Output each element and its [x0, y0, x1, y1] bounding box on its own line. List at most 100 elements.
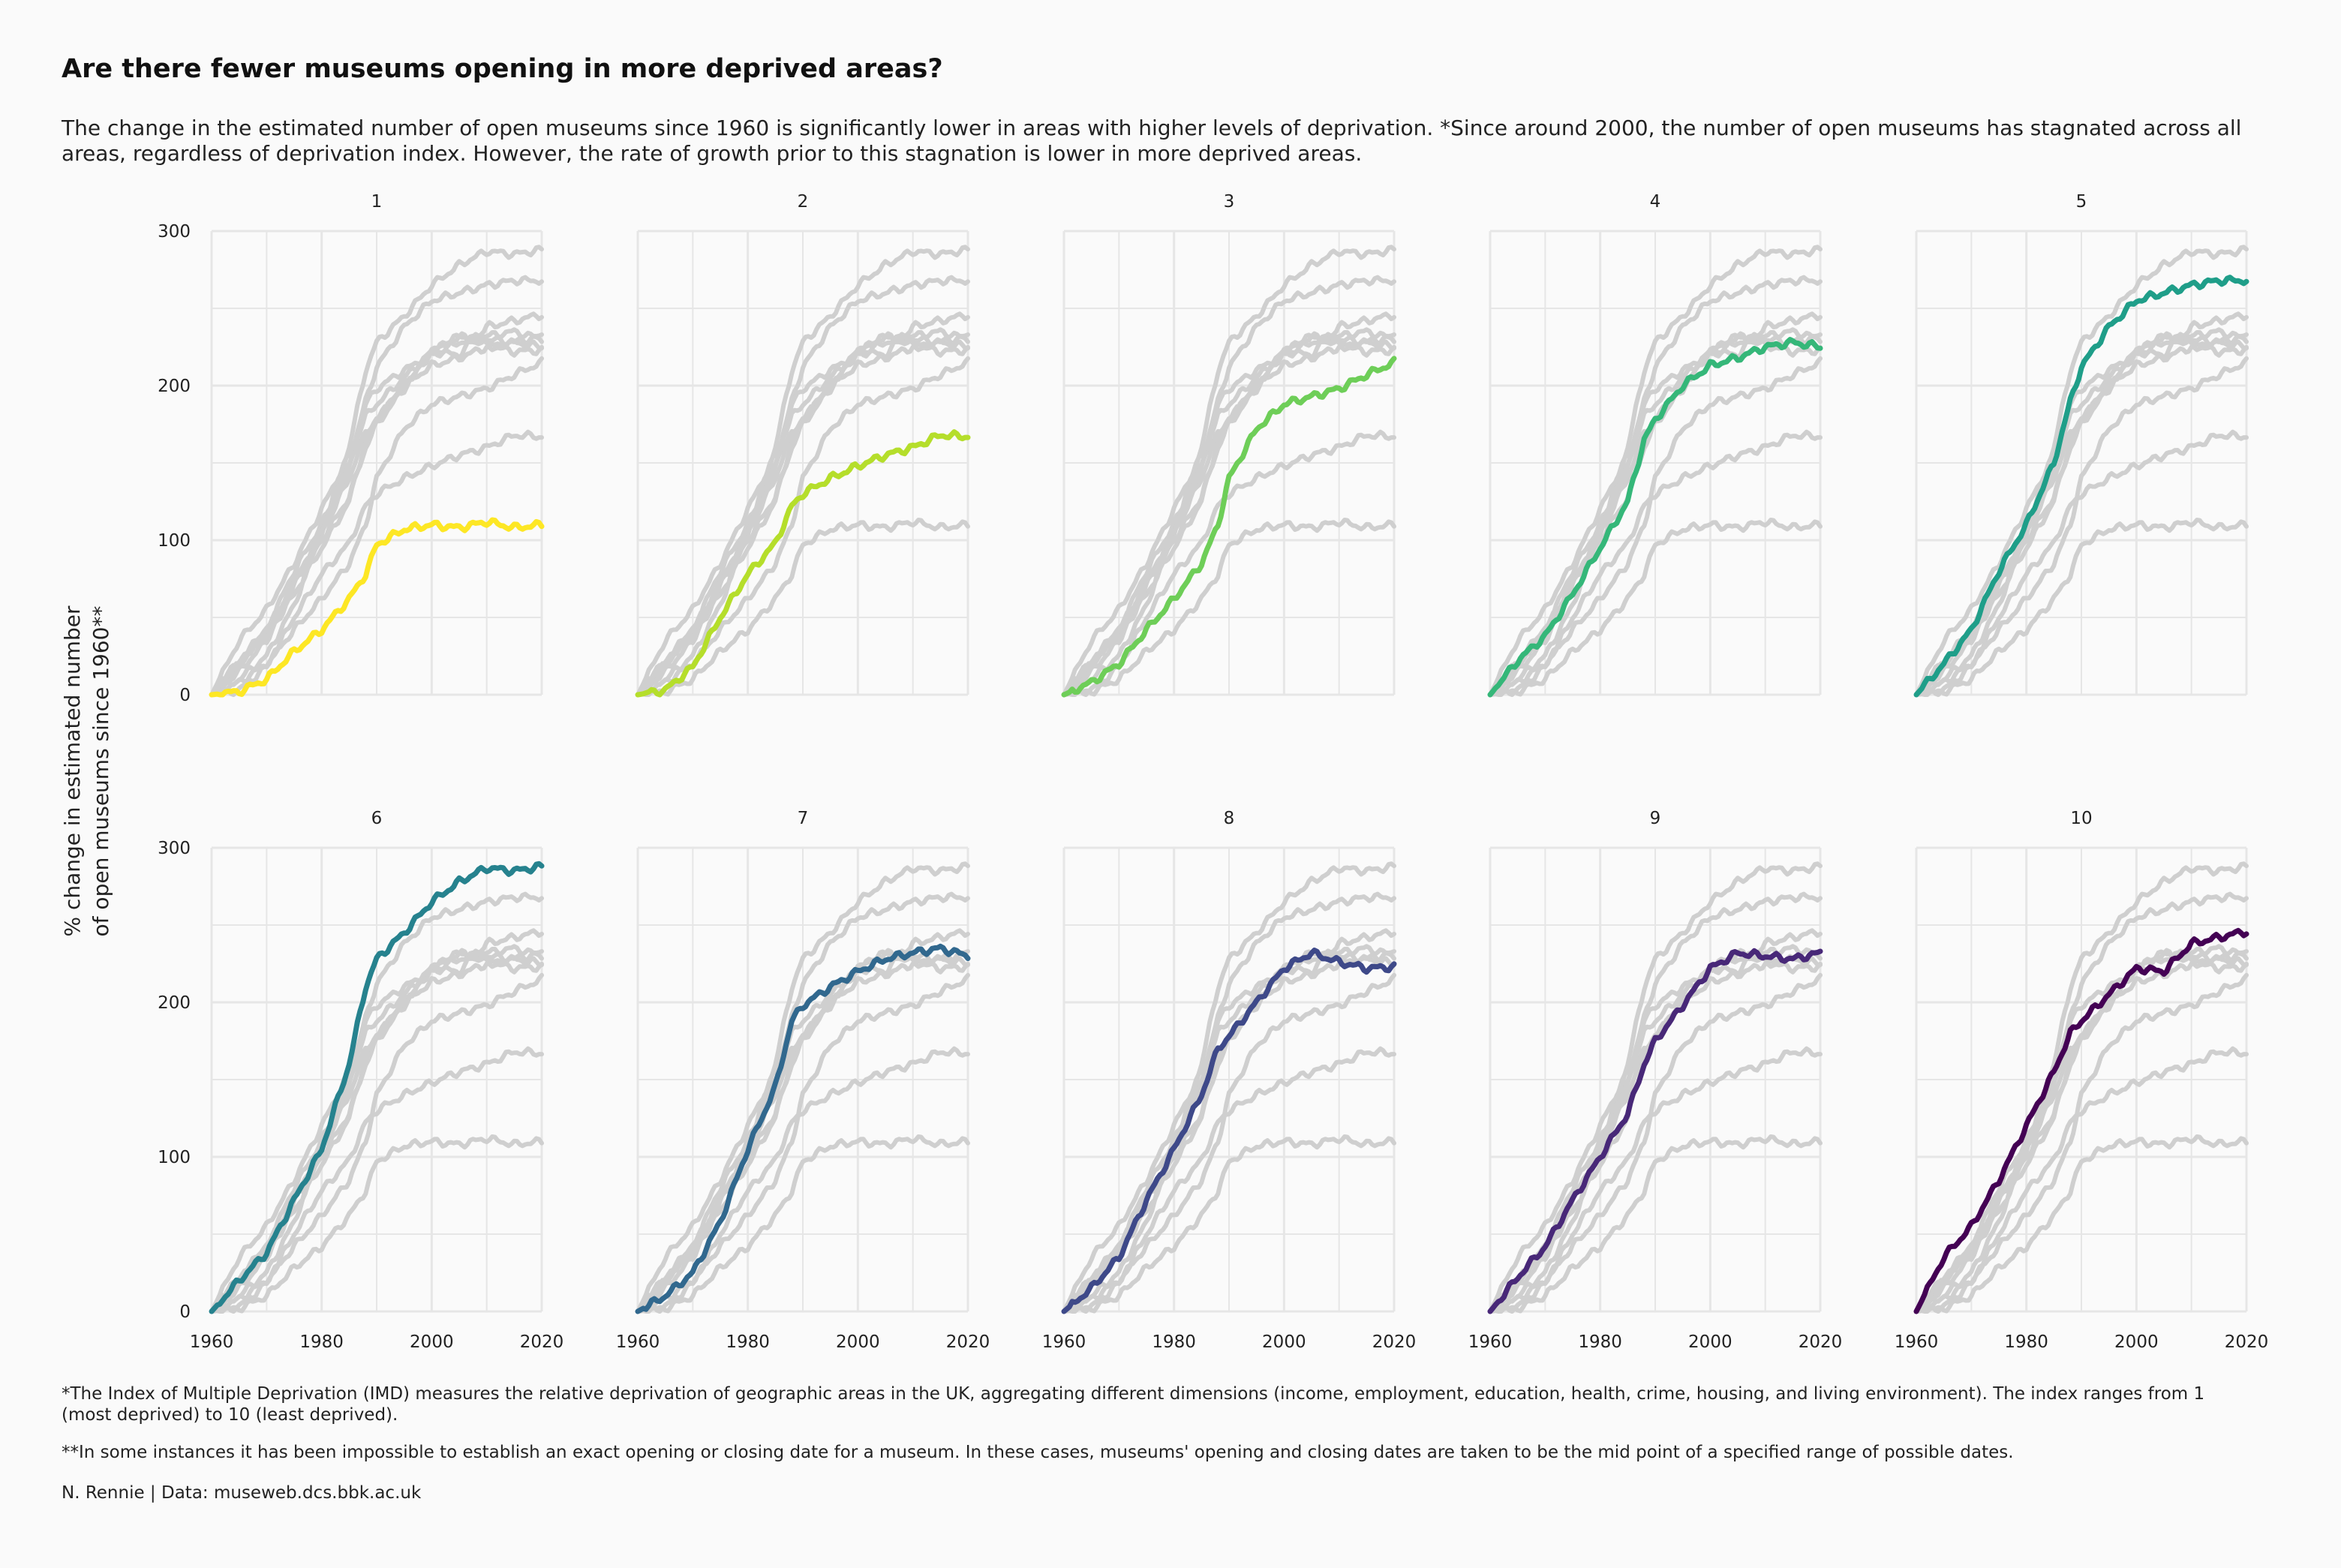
- background-series: [1488, 861, 1823, 1314]
- series-line-bg-7: [1488, 327, 1823, 697]
- x-tick-label: 2000: [2114, 1332, 2159, 1352]
- series-line-bg-10: [209, 928, 544, 1314]
- x-tick-label: 2000: [1262, 1332, 1306, 1352]
- chart-title: Are there fewer museums opening in more …: [62, 54, 943, 84]
- series-line-4: [1487, 337, 1823, 698]
- series-line-bg-7: [636, 327, 970, 697]
- facet-label: 2: [798, 192, 809, 212]
- series-line-3: [1061, 356, 1397, 698]
- x-tick-label: 1980: [1578, 1332, 1622, 1352]
- x-tick-label: 2020: [2225, 1332, 2269, 1352]
- series-line-bg-10: [1488, 928, 1823, 1314]
- series-line-bg-6: [1914, 245, 2249, 697]
- x-tick-label: 1980: [299, 1332, 344, 1352]
- series-line-bg-3: [1488, 356, 1823, 697]
- chart-subtitle: The change in the estimated number of op…: [62, 116, 2242, 166]
- x-tick-label: 1980: [2004, 1332, 2048, 1352]
- facet-label: 4: [1650, 192, 1661, 212]
- gridlines: [636, 230, 969, 696]
- facet-label: 8: [1224, 809, 1235, 828]
- gridlines: [1062, 230, 1396, 696]
- series-line-bg-7: [1062, 327, 1396, 697]
- y-tick-label: 0: [179, 686, 191, 705]
- footnote-dates: **In some instances it has been impossib…: [62, 1443, 2014, 1462]
- series-line-bg-9: [1062, 332, 1396, 697]
- series-line-bg-3: [1914, 356, 2249, 697]
- series-line-bg-10: [1062, 311, 1396, 697]
- facet-label: 10: [2070, 809, 2092, 828]
- x-tick-label: 1960: [1042, 1332, 1086, 1352]
- series-line-bg-3: [1914, 972, 2249, 1314]
- x-tick-label: 1980: [1152, 1332, 1196, 1352]
- series-line-bg-7: [209, 944, 544, 1314]
- facet-panel-5: 5: [1913, 192, 2249, 698]
- facet-panel-10: 10 1960 1980 2000 2020: [1895, 809, 2269, 1352]
- x-tick-label: 1960: [1468, 1332, 1513, 1352]
- series-line-bg-7: [1062, 944, 1396, 1314]
- y-tick-label: 0: [179, 1302, 191, 1322]
- facet-label: 5: [2076, 192, 2087, 212]
- facet-label: 9: [1650, 809, 1661, 828]
- x-tick-label: 1980: [726, 1332, 770, 1352]
- facet-label: 6: [371, 809, 383, 828]
- x-tick-label: 1960: [1895, 1332, 1939, 1352]
- series-line-bg-3: [209, 972, 544, 1314]
- series-line-bg-1: [1062, 1134, 1396, 1314]
- series-line-7: [635, 943, 971, 1314]
- y-tick-label: 200: [158, 993, 191, 1013]
- series-line-bg-6: [636, 245, 970, 697]
- series-line-9: [1487, 948, 1823, 1314]
- series-line-bg-6: [1062, 245, 1396, 697]
- series-line-6: [209, 861, 545, 1314]
- facet-panel-4: 4: [1487, 192, 1823, 698]
- series-line-bg-1: [1488, 1134, 1823, 1314]
- background-series: [1914, 861, 2249, 1314]
- series-line-bg-1: [1062, 518, 1396, 697]
- y-tick-label: 300: [158, 222, 191, 242]
- facet-panel-3: 3: [1061, 192, 1397, 698]
- gridlines: [636, 846, 969, 1313]
- x-tick-label: 2020: [946, 1332, 990, 1352]
- series-line-bg-1: [1488, 518, 1823, 697]
- series-line-bg-7: [209, 327, 544, 697]
- x-tick-label: 1960: [190, 1332, 234, 1352]
- facet-panel-2: 2: [635, 192, 971, 698]
- series-line-bg-10: [1914, 311, 2249, 697]
- series-line-10: [1913, 927, 2249, 1314]
- gridlines: [210, 230, 543, 696]
- series-line-bg-1: [209, 1134, 544, 1314]
- y-axis-label: % change in estimated number of open muse…: [60, 605, 113, 937]
- background-series: [636, 861, 970, 1314]
- series-line-bg-6: [636, 861, 970, 1314]
- y-tick-label: 100: [158, 1148, 191, 1167]
- series-line-bg-3: [1062, 972, 1396, 1314]
- series-line-bg-9: [209, 332, 544, 697]
- y-tick-label: 200: [158, 377, 191, 396]
- series-line-bg-9: [636, 948, 970, 1314]
- series-line-1: [209, 517, 545, 698]
- series-line-bg-10: [1062, 928, 1396, 1314]
- x-tick-label: 2020: [1799, 1332, 1843, 1352]
- y-tick-label: 100: [158, 531, 191, 551]
- series-line-2: [635, 429, 971, 698]
- series-line-bg-1: [1914, 518, 2249, 697]
- x-tick-label: 2000: [410, 1332, 454, 1352]
- gridlines: [210, 846, 543, 1313]
- facet-panel-6: 6 0 100 200 300 1960 1980 2000 2020: [158, 809, 563, 1352]
- series-line-8: [1061, 948, 1397, 1314]
- x-tick-label: 2000: [836, 1332, 880, 1352]
- footnote-imd: *The Index of Multiple Deprivation (IMD)…: [62, 1384, 2205, 1425]
- series-line-bg-7: [1488, 944, 1823, 1314]
- gridlines: [1489, 230, 1822, 696]
- background-series: [1914, 245, 2249, 697]
- gridlines: [1489, 846, 1822, 1313]
- series-line-bg-10: [1488, 311, 1823, 697]
- y-axis-title: % change in estimated number of open muse…: [60, 605, 113, 937]
- series-line-bg-7: [1914, 327, 2249, 697]
- x-tick-label: 2020: [1372, 1332, 1417, 1352]
- series-line-bg-10: [209, 311, 544, 697]
- series-line-bg-6: [1488, 861, 1823, 1314]
- series-line-bg-1: [636, 1134, 970, 1314]
